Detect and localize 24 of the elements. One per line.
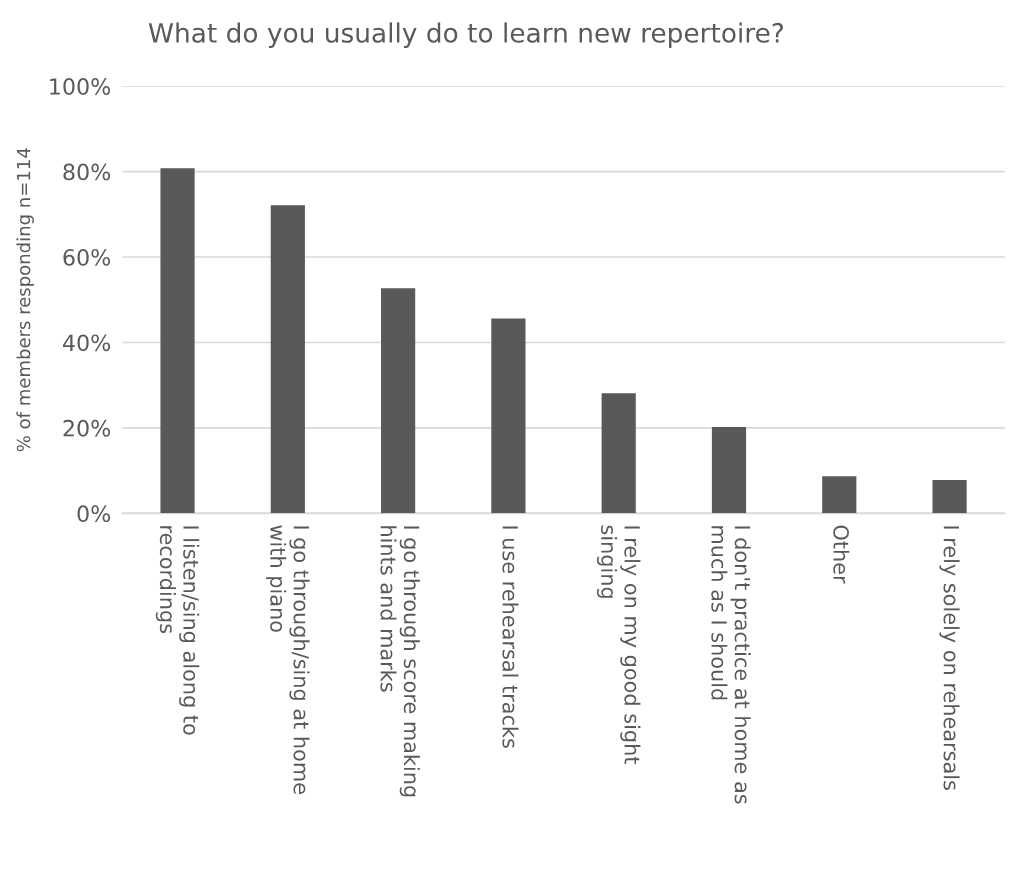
bar	[711, 427, 747, 514]
x-tick-label: I rely solely on rehearsals	[939, 526, 960, 790]
y-tick-label: 100%	[50, 78, 111, 95]
x-tick-label: I go through/sing at home with piano	[266, 525, 310, 794]
y-tick-label: 40%	[62, 334, 111, 352]
bar	[601, 393, 636, 514]
y-tick-label: 20%	[63, 419, 111, 437]
x-tick-label: I use rehearsal tracks	[502, 526, 519, 748]
y-axis-title: % of members responding n=114	[16, 148, 34, 452]
x-tick-label: I listen/sing along to recordings	[155, 526, 200, 735]
y-tick-label: 0%	[77, 505, 111, 523]
chart-title: What do you usually do to learn new repertoire?	[148, 22, 783, 48]
y-tick-label: 80%	[63, 163, 111, 181]
bar	[491, 318, 526, 514]
y-tick-label: 60%	[63, 248, 111, 266]
bar	[270, 205, 305, 514]
x-tick-label: I don't practice at home as much as I should	[711, 526, 751, 804]
bar	[381, 288, 416, 514]
x-tick-label: I rely on my good sight singing	[596, 525, 641, 764]
x-tick-label: Other	[833, 525, 850, 584]
bar	[160, 168, 195, 514]
bar	[932, 480, 967, 514]
bar	[822, 476, 857, 514]
x-tick-label: I go through score making hints and marks	[380, 526, 420, 797]
